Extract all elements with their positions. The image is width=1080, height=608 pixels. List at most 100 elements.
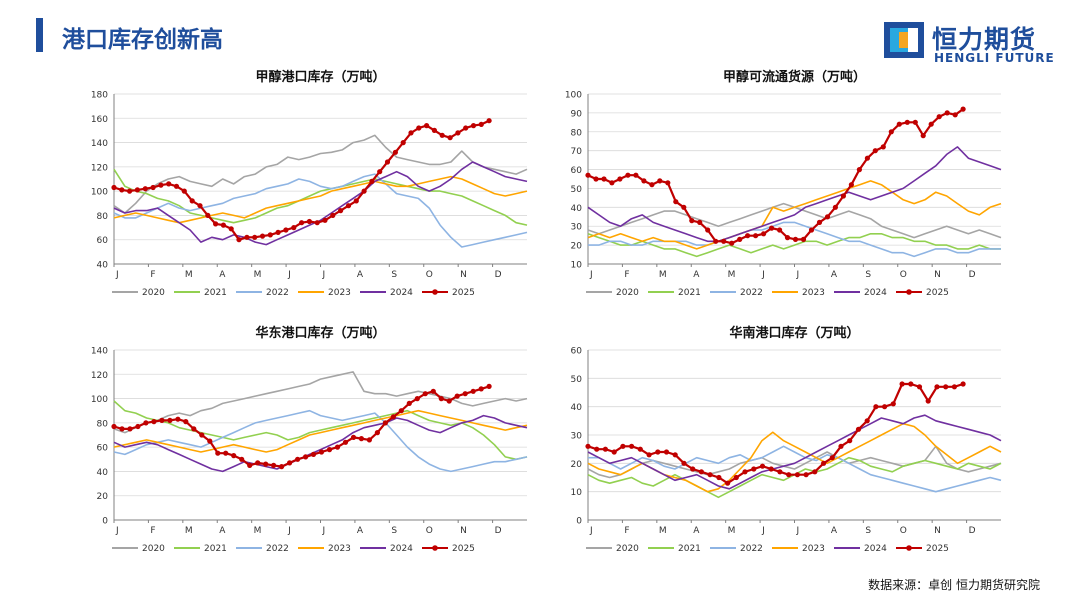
data-point-2025 [439, 132, 445, 138]
data-point-2025 [611, 449, 617, 455]
data-point-2025 [166, 181, 172, 187]
data-point-2025 [908, 381, 914, 387]
x-tick-label: M [728, 526, 736, 536]
data-point-2025 [181, 188, 187, 194]
x-tick-label: F [150, 526, 155, 536]
y-tick-label: 0 [102, 517, 108, 527]
legend-label: 2023 [328, 544, 351, 554]
x-tick-label: M [254, 270, 262, 280]
data-point-2025 [326, 447, 333, 453]
data-point-2025 [768, 466, 774, 472]
data-point-2025 [784, 235, 791, 241]
data-point-2025 [213, 221, 219, 227]
data-point-2025 [920, 133, 926, 139]
data-point-2025 [431, 127, 437, 133]
data-point-2025 [353, 198, 359, 204]
data-point-2025 [729, 240, 735, 246]
data-point-2025 [840, 193, 846, 199]
x-tick-label: A [357, 270, 364, 280]
x-tick-label: D [969, 270, 976, 280]
data-point-2025 [753, 233, 759, 239]
data-point-2025 [392, 149, 398, 155]
x-tick-label: J [589, 526, 593, 536]
data-point-2025 [745, 233, 751, 239]
x-tick-label: N [934, 526, 941, 536]
data-point-2025 [620, 443, 626, 449]
data-point-2025 [856, 167, 862, 173]
y-tick-label: 120 [91, 163, 108, 173]
y-tick-label: 120 [91, 371, 108, 381]
y-tick-label: 50 [571, 375, 583, 385]
data-point-2025 [690, 466, 696, 472]
data-point-2025 [406, 400, 412, 406]
data-point-2025 [721, 238, 727, 244]
data-point-2025 [890, 401, 896, 407]
data-point-2025 [899, 381, 905, 387]
chart-svg: 华南港口库存（万吨） 0 10 20 30 40 50 60 J F M A M J J A S O N D 2020 2… [571, 325, 1002, 554]
chart-title: 华南港口库存（万吨） [729, 325, 859, 341]
legend-label: 2025 [926, 288, 949, 298]
x-tick-label: A [693, 270, 700, 280]
y-tick-label: 80 [97, 419, 109, 429]
data-point-2025 [478, 121, 484, 127]
data-point-2025 [593, 176, 599, 182]
legend-label: 2024 [864, 288, 887, 298]
data-point-2025 [742, 469, 748, 475]
data-point-2025 [641, 178, 647, 184]
data-point-2025 [960, 106, 966, 112]
x-tick-label: M [659, 526, 667, 536]
data-point-2025 [594, 446, 600, 452]
x-tick-label: D [969, 526, 976, 536]
data-point-2025 [751, 466, 757, 472]
data-point-2025 [821, 460, 827, 466]
data-point-2025 [111, 184, 117, 191]
data-point-2025 [430, 388, 436, 394]
data-point-2025 [377, 169, 383, 175]
data-point-2025 [486, 118, 492, 124]
data-point-2025 [625, 172, 631, 178]
legend-label: 2025 [926, 544, 949, 554]
legend-label: 2024 [390, 288, 413, 298]
data-point-2025 [733, 474, 739, 481]
data-point-2025 [646, 452, 652, 458]
data-point-2025 [649, 182, 655, 188]
x-tick-label: F [150, 270, 155, 280]
data-point-2025 [283, 227, 289, 233]
data-point-2025 [408, 130, 414, 136]
data-point-2025 [223, 450, 229, 456]
data-point-2025 [864, 418, 870, 424]
data-point-2025 [205, 212, 211, 218]
title-accent-bar [36, 18, 43, 52]
data-point-2025 [189, 198, 195, 204]
x-tick-label: F [624, 526, 629, 536]
y-tick-label: 60 [571, 166, 583, 176]
data-point-2025 [167, 417, 173, 423]
data-point-2025 [310, 451, 317, 457]
x-tick-label: S [391, 526, 397, 536]
data-point-2025 [786, 472, 792, 478]
y-tick-label: 40 [97, 261, 109, 271]
data-point-2025 [832, 204, 838, 210]
y-tick-label: 20 [571, 460, 583, 470]
data-point-2025 [422, 391, 428, 397]
legend-label: 2022 [266, 288, 289, 298]
chart-svg: 甲醇港口库存（万吨） 40 60 80 100 120 140 160 180 J F M A M J J A S… [91, 69, 528, 298]
data-point-2025 [183, 419, 189, 425]
y-tick-label: 60 [571, 347, 583, 357]
x-tick-label: O [900, 270, 907, 280]
data-point-2025 [314, 220, 320, 226]
logo-text-cn: 恒力期货 [932, 25, 1037, 54]
x-tick-label: A [219, 526, 226, 536]
data-point-2025 [777, 469, 783, 475]
x-tick-label: J [115, 270, 119, 280]
y-tick-label: 20 [97, 492, 109, 502]
data-point-2025 [143, 420, 149, 426]
y-tick-label: 180 [91, 91, 108, 101]
data-point-2025 [952, 112, 958, 118]
x-tick-label: S [865, 270, 871, 280]
data-point-2025 [808, 227, 815, 233]
data-point-2025 [303, 454, 309, 460]
data-point-2025 [663, 449, 670, 455]
legend-marker [906, 545, 912, 551]
data-point-2025 [716, 474, 722, 481]
